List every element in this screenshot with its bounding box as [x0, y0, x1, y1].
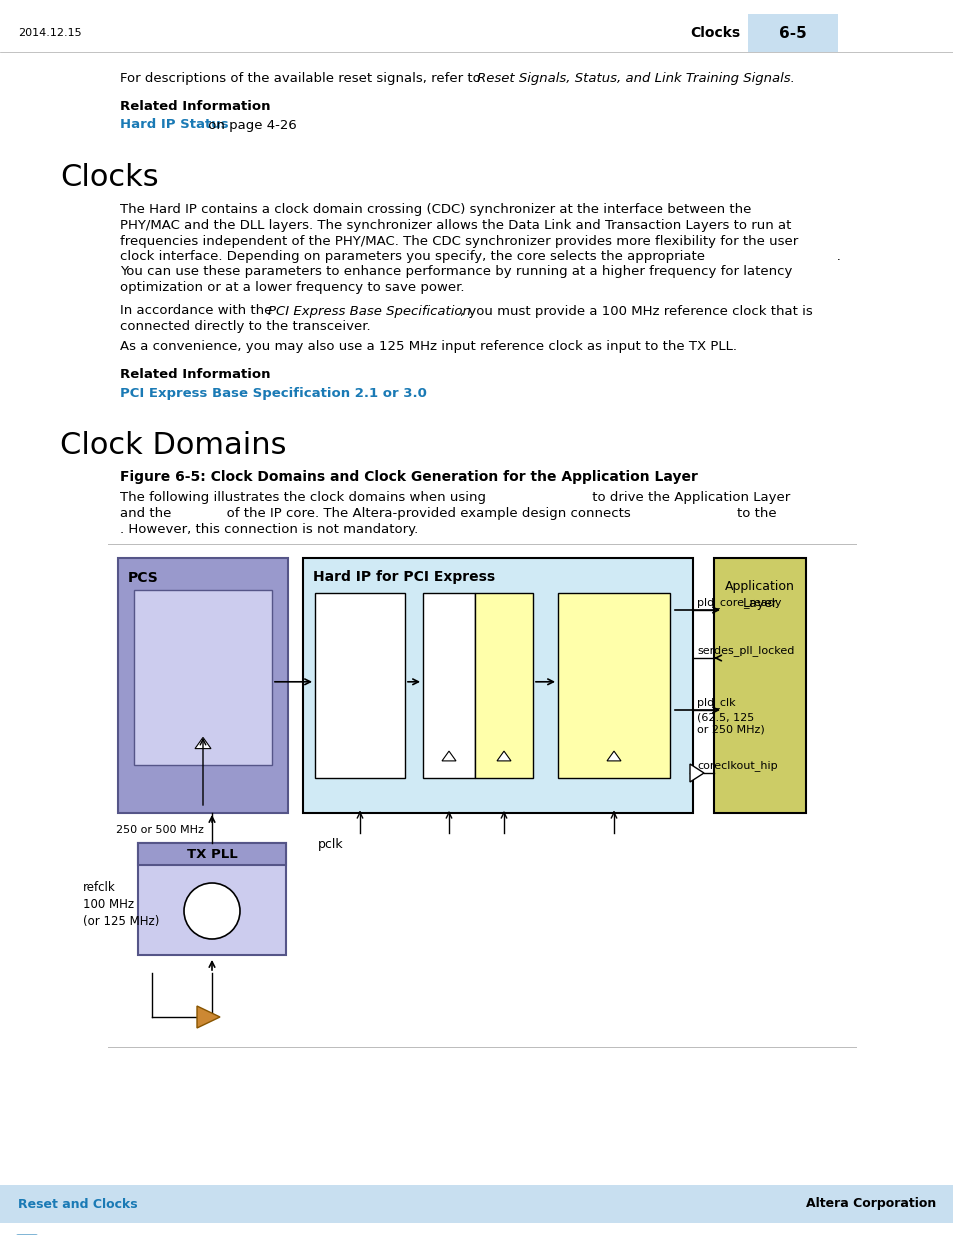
Text: Transceiver: Transceiver — [167, 676, 238, 689]
Bar — [475, 593, 533, 778]
Text: Reset and Clocks: Reset and Clocks — [18, 1198, 137, 1210]
Text: PHY/MAC: PHY/MAC — [332, 679, 388, 692]
Text: For descriptions of the available reset signals, refer to: For descriptions of the available reset … — [120, 72, 484, 85]
Text: The Hard IP contains a clock domain crossing (CDC) synchronizer at the interface: The Hard IP contains a clock domain cros… — [120, 204, 751, 216]
Bar — [558, 593, 669, 778]
Bar — [0, 1186, 953, 1223]
Polygon shape — [441, 751, 456, 761]
Text: Hard IP for PCI Express: Hard IP for PCI Express — [313, 571, 495, 584]
Text: PCI Express Base Specification 2.1 or 3.0: PCI Express Base Specification 2.1 or 3.… — [120, 387, 426, 399]
Text: 6-5: 6-5 — [779, 26, 806, 41]
Bar — [138, 844, 286, 955]
Text: (62.5, 125: (62.5, 125 — [697, 713, 754, 722]
Text: TX PLL: TX PLL — [187, 847, 237, 861]
Text: on page 4-26: on page 4-26 — [204, 119, 296, 131]
Text: PHY/MAC and the DLL layers. The synchronizer allows the Data Link and Transactio: PHY/MAC and the DLL layers. The synchron… — [120, 219, 791, 232]
Polygon shape — [497, 751, 511, 761]
Text: Hard IP Status: Hard IP Status — [120, 119, 229, 131]
Polygon shape — [194, 737, 211, 748]
Text: pld_clk: pld_clk — [697, 697, 735, 708]
Text: PCS: PCS — [128, 571, 158, 585]
Text: optimization or at a lower frequency to save power.: optimization or at a lower frequency to … — [120, 282, 464, 294]
Text: pclk: pclk — [317, 839, 343, 851]
Text: Clocks: Clocks — [689, 26, 740, 40]
Bar — [747, 14, 837, 52]
Text: , you must provide a 100 MHz reference clock that is: , you must provide a 100 MHz reference c… — [459, 305, 812, 317]
Polygon shape — [606, 751, 620, 761]
Bar — [133, 590, 272, 764]
Text: Related Information: Related Information — [120, 368, 271, 382]
Text: In accordance with the: In accordance with the — [120, 305, 276, 317]
Circle shape — [184, 883, 240, 939]
Text: clock interface. Depending on parameters you specify, the core selects the appro: clock interface. Depending on parameters… — [120, 249, 840, 263]
Text: . However, this connection is not mandatory.: . However, this connection is not mandat… — [120, 522, 417, 536]
Text: Clock
Domain
Crossing
(CDC): Clock Domain Crossing (CDC) — [452, 635, 503, 699]
Text: 2014.12.15: 2014.12.15 — [18, 28, 82, 38]
Text: pld_core_ready: pld_core_ready — [697, 597, 781, 608]
Text: Clocks: Clocks — [60, 163, 158, 193]
Bar — [138, 844, 286, 864]
Text: Related Information: Related Information — [120, 100, 271, 112]
Bar — [118, 558, 288, 813]
Text: coreclkout_hip: coreclkout_hip — [697, 760, 777, 771]
Text: The following illustrates the clock domains when using                         t: The following illustrates the clock doma… — [120, 492, 789, 505]
Text: serdes_pll_locked: serdes_pll_locked — [697, 645, 794, 656]
Text: frequencies independent of the PHY/MAC. The CDC synchronizer provides more flexi: frequencies independent of the PHY/MAC. … — [120, 235, 798, 247]
Polygon shape — [196, 1007, 220, 1028]
Text: refclk
100 MHz
(or 125 MHz): refclk 100 MHz (or 125 MHz) — [83, 881, 159, 927]
Text: Clock Domains: Clock Domains — [60, 431, 286, 461]
Bar — [303, 558, 692, 813]
Text: PCI Express Base Specification: PCI Express Base Specification — [268, 305, 471, 317]
Text: Figure 6-5: Clock Domains and Clock Generation for the Application Layer: Figure 6-5: Clock Domains and Clock Gene… — [120, 469, 698, 483]
Text: Reset Signals, Status, and Link Training Signals.: Reset Signals, Status, and Link Training… — [476, 72, 794, 85]
Text: You can use these parameters to enhance performance by running at a higher frequ: You can use these parameters to enhance … — [120, 266, 792, 279]
Text: and the             of the IP core. The Altera-provided example design connects : and the of the IP core. The Altera-provi… — [120, 508, 776, 520]
Text: Application
Layer: Application Layer — [724, 580, 794, 610]
Text: Data Link
and
Transaction
Layers: Data Link and Transaction Layers — [579, 641, 647, 705]
Text: 250 or 500 MHz: 250 or 500 MHz — [116, 825, 204, 835]
Bar — [314, 593, 405, 778]
Bar — [422, 593, 475, 778]
Text: connected directly to the transceiver.: connected directly to the transceiver. — [120, 320, 370, 333]
Text: Altera Corporation: Altera Corporation — [805, 1198, 935, 1210]
Bar — [713, 558, 805, 813]
Text: As a convenience, you may also use a 125 MHz input reference clock as input to t: As a convenience, you may also use a 125… — [120, 340, 737, 353]
Polygon shape — [689, 764, 703, 782]
Text: or 250 MHz): or 250 MHz) — [697, 724, 764, 734]
